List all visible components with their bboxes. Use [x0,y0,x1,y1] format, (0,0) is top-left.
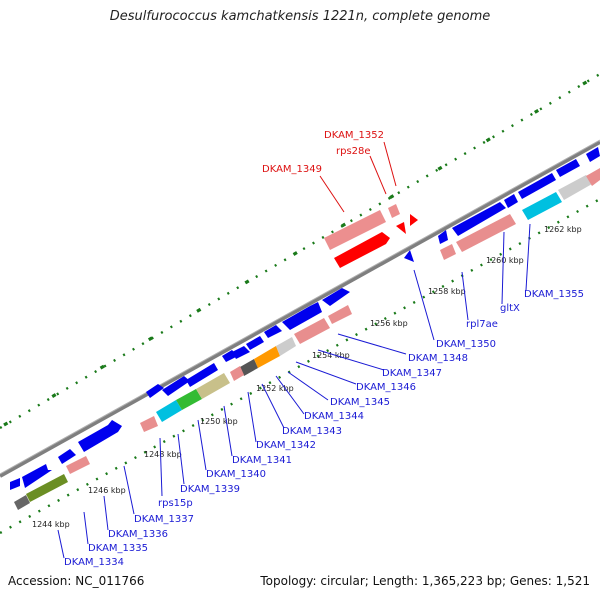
label-dkam-1345[interactable]: DKAM_1345 [330,397,390,408]
highlight-box-rps28e[interactable] [388,204,400,218]
gene-arrow[interactable] [518,173,556,199]
gene-features [10,147,600,510]
rna-box[interactable] [66,456,90,474]
gene-block-lightgray[interactable] [276,337,296,356]
gene-arrow[interactable] [246,336,264,350]
label-dkam-1336[interactable]: DKAM_1336 [108,529,168,540]
label-dkam-1344[interactable]: DKAM_1344 [304,411,364,422]
kbp-tick-label: 1260 kbp [486,256,524,265]
label-dkam-1352[interactable]: DKAM_1352 [324,130,384,141]
kbp-tick-label: 1252 kbp [256,384,294,393]
gene-block-lightgray-2[interactable] [558,175,592,200]
highlight-box-dkam-1349[interactable] [324,210,386,250]
rna-box[interactable] [440,244,456,260]
label-dkam-1340[interactable]: DKAM_1340 [206,469,266,480]
gene-arrow[interactable] [438,230,448,244]
gene-block-darkgray[interactable] [240,359,258,376]
label-dkam-1342[interactable]: DKAM_1342 [256,440,316,451]
label-rps15p[interactable]: rps15p [158,498,193,509]
gene-labels: DKAM_1334 DKAM_1335 DKAM_1336 DKAM_1337 … [57,223,584,568]
genome-title: Desulfurococcus kamchatkensis 1221n, com… [109,9,491,24]
gene-arrow[interactable] [452,202,506,236]
outer-tick-track [0,72,600,430]
kbp-tick-label: 1246 kbp [88,486,126,495]
gene-arrow[interactable] [186,363,218,387]
genome-backbone [0,140,600,478]
label-dkam-1350[interactable]: DKAM_1350 [436,339,496,350]
gene-arrow[interactable] [322,288,350,306]
gene-arrow[interactable] [504,194,518,208]
label-dkam-1349[interactable]: DKAM_1349 [262,164,322,175]
inner-tick-track [0,197,600,535]
label-rpl7ae[interactable]: rpl7ae [466,319,498,330]
label-gltx[interactable]: gltX [500,303,520,314]
gene-block-orange[interactable] [254,346,280,368]
gene-arrow[interactable] [232,346,250,359]
kbp-tick-label: 1250 kbp [200,417,238,426]
label-dkam-1348[interactable]: DKAM_1348 [408,353,468,364]
gene-block-khaki[interactable] [196,373,230,399]
label-dkam-1339[interactable]: DKAM_1339 [180,484,240,495]
rna-box[interactable] [230,366,244,381]
gene-block-olive[interactable] [26,474,68,502]
rna-box[interactable] [140,416,158,432]
highlight-labels: DKAM_1349 rps28e DKAM_1352 [262,130,397,213]
gene-arrow[interactable] [78,420,122,452]
highlight-arrow-dkam-1349[interactable] [334,232,390,268]
gene-arrow[interactable] [146,384,164,398]
label-dkam-1346[interactable]: DKAM_1346 [356,382,416,393]
label-dkam-1334[interactable]: DKAM_1334 [64,557,124,568]
rna-box[interactable] [456,214,516,252]
gene-arrow[interactable] [58,449,76,464]
label-dkam-1347[interactable]: DKAM_1347 [382,368,442,379]
accession-label: Accession: NC_011766 [8,574,145,588]
gene-arrow[interactable] [282,302,322,330]
gene-arrow[interactable] [264,325,282,338]
gene-block-cyan-2[interactable] [522,192,562,220]
label-dkam-1335[interactable]: DKAM_1335 [88,543,148,554]
label-dkam-1355[interactable]: DKAM_1355 [524,289,584,300]
kbp-tick-label: 1244 kbp [32,520,70,529]
rna-box[interactable] [586,168,600,186]
outer-tick-track-major [3,72,600,427]
gene-arrow[interactable] [10,478,20,490]
gene-block-gray[interactable] [14,495,30,510]
kbp-tick-label: 1258 kbp [428,287,466,296]
label-dkam-1341[interactable]: DKAM_1341 [232,455,292,466]
genome-backbone-highlight [0,139,600,475]
gene-arrow-dkam-1350[interactable] [404,250,414,262]
genome-summary: Topology: circular; Length: 1,365,223 bp… [260,574,590,588]
kbp-tick-label: 1256 kbp [370,319,408,328]
highlight-arrow-dkam-1352[interactable] [410,214,418,226]
label-dkam-1337[interactable]: DKAM_1337 [134,514,194,525]
kbp-tick-label: 1254 kbp [312,351,350,360]
kbp-tick-label: 1262 kbp [544,225,582,234]
gene-arrow[interactable] [162,376,190,396]
kbp-tick-label: 1248 kbp [144,450,182,459]
label-dkam-1343[interactable]: DKAM_1343 [282,426,342,437]
kbp-ticks: 1244 kbp 1246 kbp 1248 kbp 1250 kbp 1252… [32,225,582,529]
label-rps28e[interactable]: rps28e [336,146,371,157]
gene-block-cyan[interactable] [156,400,182,422]
gene-arrow[interactable] [586,147,600,162]
gene-arrow[interactable] [22,464,52,488]
gene-arrow[interactable] [556,159,580,177]
highlight-arrow-rps28e[interactable] [396,222,406,234]
rna-box[interactable] [328,305,352,324]
rna-box[interactable] [294,318,330,344]
gene-block-green[interactable] [176,389,202,410]
